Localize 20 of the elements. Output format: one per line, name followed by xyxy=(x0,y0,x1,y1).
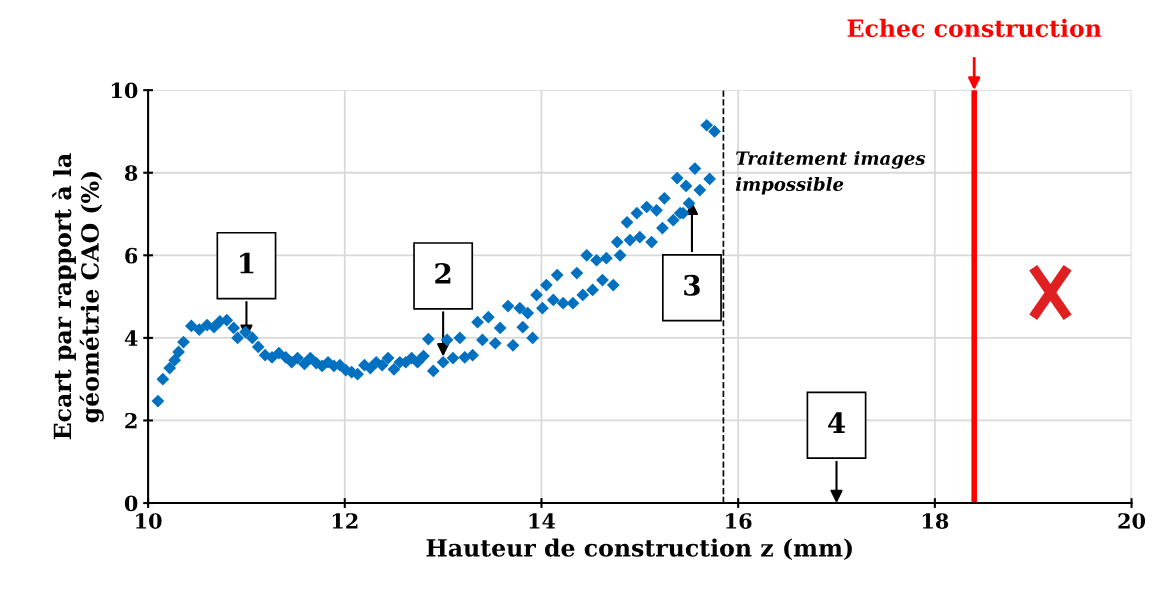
y-tick-label: 10 xyxy=(111,82,138,99)
y-tick-label: 8 xyxy=(124,165,138,181)
ref-line-label: Echec construction xyxy=(847,18,1102,38)
x-tick-label: 20 xyxy=(1118,513,1146,529)
ref-line-label: Traitement images impossible xyxy=(735,151,926,195)
y-tick-label: 6 xyxy=(125,247,138,264)
y-tick-label: 0 xyxy=(124,495,138,512)
y-axis-title: Ecart par rapport à la géométrie CAO (%) xyxy=(52,153,104,440)
x-axis-title: Hauteur de construction z (mm) xyxy=(426,538,852,561)
x-tick-label: 16 xyxy=(726,513,752,529)
x-tick-label: 14 xyxy=(529,513,556,529)
y-tick-label: 2 xyxy=(125,412,137,429)
x-tick-label: 12 xyxy=(332,513,358,529)
annotation: 1 xyxy=(240,252,254,274)
x-tick-label: 18 xyxy=(922,513,949,529)
annotation: 4 xyxy=(827,412,846,433)
annotation: 3 xyxy=(684,274,700,296)
annotation: 2 xyxy=(435,262,451,284)
x-tick-label: 10 xyxy=(136,513,162,529)
y-tick-label: 4 xyxy=(124,330,138,346)
